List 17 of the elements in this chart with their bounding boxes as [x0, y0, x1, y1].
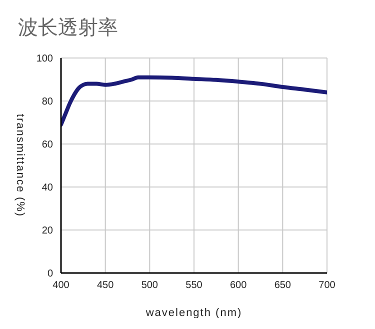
y-tick-label: 100: [36, 54, 54, 65]
x-axis-title: wavelength (nm): [144, 307, 242, 319]
x-tick-label: 700: [318, 280, 336, 292]
x-tick-label: 550: [186, 280, 203, 292]
y-tick-label: 60: [42, 140, 54, 151]
x-tick-label: 650: [274, 280, 292, 292]
y-tick-label: 0: [47, 268, 54, 280]
line-series: [61, 75, 327, 127]
x-tick-label: 600: [230, 280, 248, 292]
y-axis-title: transmittance (%): [14, 114, 26, 218]
x-tick-label: 450: [96, 280, 114, 292]
x-tick-label: 500: [141, 280, 158, 292]
x-tick-label: 400: [52, 280, 70, 292]
chart-title: 波长透射率: [18, 14, 118, 41]
y-tick-label: 80: [42, 96, 54, 108]
y-tick-label: 20: [42, 226, 54, 237]
y-tick-label: 40: [42, 182, 54, 194]
